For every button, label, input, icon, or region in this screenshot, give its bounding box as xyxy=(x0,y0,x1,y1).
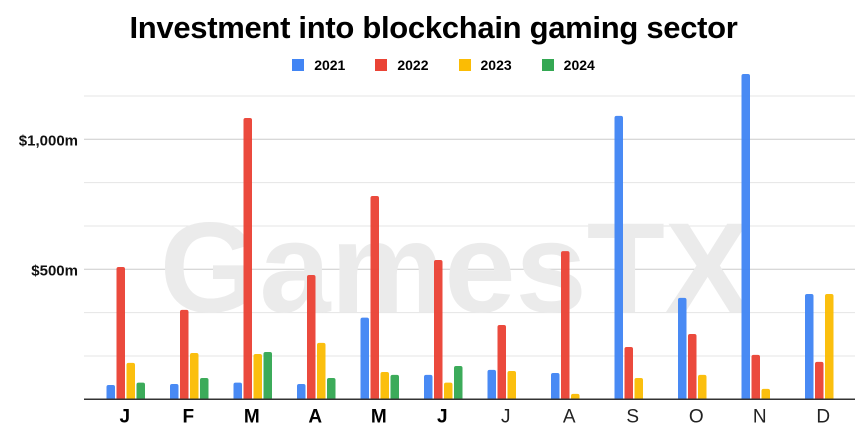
legend: 2021 2022 2023 2024 xyxy=(0,57,867,73)
x-tick-label: A xyxy=(563,406,576,427)
x-tick-label: M xyxy=(371,406,387,427)
bar-2022 xyxy=(561,251,570,400)
bar-2023 xyxy=(317,342,326,400)
bar-2021 xyxy=(424,374,433,400)
bar-2021 xyxy=(360,317,369,400)
bar-2022 xyxy=(434,259,443,400)
bar-2024 xyxy=(200,377,209,400)
x-tick-label: F xyxy=(182,406,194,427)
bar-2022 xyxy=(307,275,316,400)
bar-2021 xyxy=(297,383,306,400)
bar-2023 xyxy=(761,388,770,400)
legend-swatch xyxy=(292,59,305,71)
y-tick-label: $1,000m xyxy=(19,132,78,149)
x-tick-label: J xyxy=(437,406,448,427)
bar-2023 xyxy=(507,370,516,400)
legend-label: 2021 xyxy=(314,57,346,73)
bar-2024 xyxy=(454,366,463,400)
bar-2021 xyxy=(233,382,242,400)
bar-2022 xyxy=(624,347,633,400)
bar-2024 xyxy=(136,382,145,400)
bar-2021 xyxy=(106,385,115,400)
x-tick-label: J xyxy=(501,406,511,427)
bar-2023 xyxy=(825,294,834,400)
bar-2021 xyxy=(170,383,179,400)
bar-2022 xyxy=(243,117,252,400)
legend-label: 2024 xyxy=(563,57,595,73)
legend-swatch xyxy=(458,59,471,71)
bar-2021 xyxy=(551,373,560,400)
x-tick-label: N xyxy=(753,406,767,427)
bar-2023 xyxy=(380,372,389,400)
bar-2022 xyxy=(180,309,189,400)
legend-label: 2023 xyxy=(480,57,512,73)
legend-label: 2022 xyxy=(397,57,429,73)
x-tick-label: A xyxy=(308,406,322,427)
bar-2023 xyxy=(571,393,580,400)
bar-2023 xyxy=(190,353,199,400)
legend-item-2023: 2023 xyxy=(458,57,512,73)
bar-2023 xyxy=(253,354,262,400)
legend-item-2021: 2021 xyxy=(292,57,345,73)
bar-2022 xyxy=(751,354,760,400)
bar-2021 xyxy=(805,294,814,400)
bar-2021 xyxy=(741,74,750,400)
x-tick-label: S xyxy=(626,406,639,427)
x-tick-label: J xyxy=(119,406,130,427)
bar-2023 xyxy=(126,362,135,400)
bar-2022 xyxy=(815,361,824,400)
legend-item-2024: 2024 xyxy=(541,57,595,73)
watermark: GamesTX xyxy=(160,197,751,340)
x-tick-label: D xyxy=(816,406,830,427)
bar-2024 xyxy=(327,377,336,400)
bar-2022 xyxy=(497,324,506,400)
bar-2022 xyxy=(688,334,697,400)
x-tick-label: M xyxy=(244,406,260,427)
bar-2024 xyxy=(390,374,399,400)
bar-2023 xyxy=(634,377,643,400)
legend-swatch xyxy=(541,59,554,71)
legend-item-2022: 2022 xyxy=(375,57,429,73)
bar-2023 xyxy=(444,382,453,400)
bar-2021 xyxy=(678,297,687,400)
y-tick-label: $500m xyxy=(31,262,78,279)
bar-2021 xyxy=(487,369,496,400)
legend-swatch xyxy=(375,59,388,71)
bar-2022 xyxy=(370,195,379,400)
chart-title: Investment into blockchain gaming sector xyxy=(129,10,738,45)
bar-2023 xyxy=(698,374,707,400)
bar-2021 xyxy=(614,115,623,400)
bar-2024 xyxy=(263,351,272,400)
bar-2022 xyxy=(116,266,125,400)
x-tick-label: O xyxy=(689,406,704,427)
